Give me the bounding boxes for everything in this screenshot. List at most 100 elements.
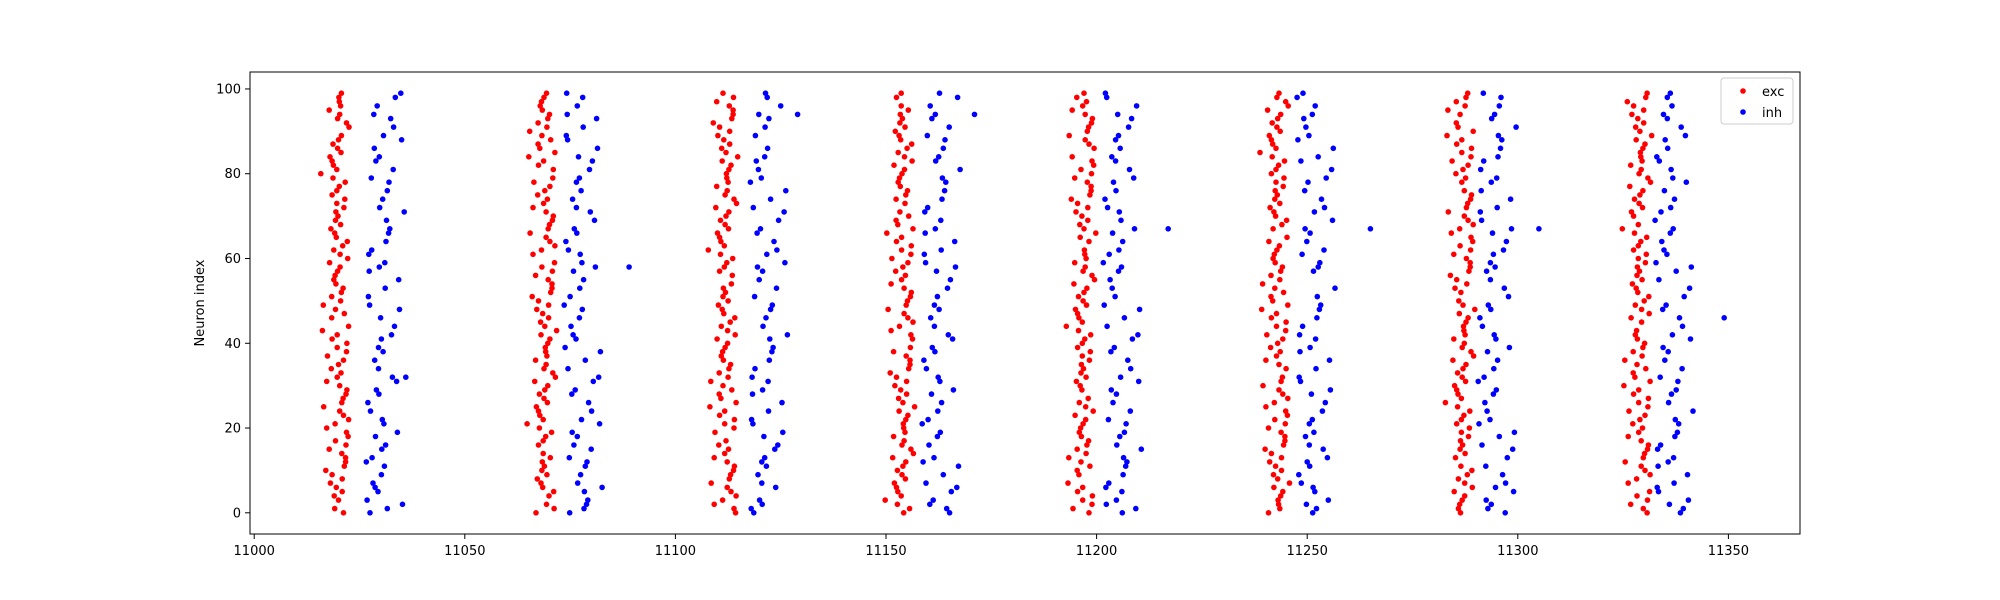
exc-spike <box>545 302 552 308</box>
exc-spike <box>539 132 545 139</box>
exc-spike <box>895 149 901 156</box>
exc-spike <box>716 124 723 130</box>
exc-spike <box>1640 344 1646 351</box>
exc-spike <box>895 395 902 402</box>
exc-spike <box>1639 158 1645 164</box>
exc-spike <box>1638 166 1644 173</box>
inh-spike <box>748 505 754 512</box>
exc-spike <box>1068 196 1075 202</box>
inh-spike <box>383 238 389 245</box>
inh-spike <box>940 145 947 152</box>
inh-spike <box>1677 510 1684 516</box>
exc-spike <box>326 259 333 266</box>
inh-spike <box>1325 497 1332 503</box>
inh-spike <box>1317 302 1324 308</box>
exc-spike <box>1451 382 1458 389</box>
inh-spike <box>1303 501 1310 508</box>
exc-spike <box>1282 421 1289 427</box>
inh-spike <box>1109 230 1116 236</box>
exc-spike <box>909 336 916 342</box>
inh-spike <box>1687 336 1694 342</box>
exc-spike <box>1632 302 1639 308</box>
exc-spike <box>1644 497 1651 503</box>
exc-spike <box>1075 293 1082 300</box>
exc-spike <box>1470 128 1476 135</box>
inh-spike <box>775 442 781 448</box>
exc-spike <box>718 353 725 359</box>
exc-spike <box>1274 340 1281 347</box>
exc-spike <box>1072 412 1078 419</box>
exc-spike <box>713 204 719 211</box>
exc-spike <box>320 404 327 410</box>
exc-spike <box>1084 179 1091 185</box>
exc-spike <box>532 357 539 364</box>
x-tick-label: 11050 <box>444 544 485 559</box>
exc-spike <box>1079 353 1086 359</box>
inh-spike <box>378 336 385 342</box>
inh-spike <box>1670 175 1676 181</box>
inh-spike <box>934 293 941 300</box>
exc-spike <box>1637 128 1643 135</box>
inh-spike <box>582 357 589 364</box>
exc-spike <box>1454 370 1461 376</box>
inh-spike <box>937 429 944 436</box>
exc-spike <box>713 98 720 105</box>
inh-spike <box>759 501 765 508</box>
exc-spike <box>1069 107 1075 113</box>
exc-spike <box>1073 209 1079 215</box>
inh-spike <box>759 268 766 275</box>
inh-spike <box>1306 442 1313 448</box>
exc-spike <box>1460 365 1466 372</box>
exc-spike <box>1081 226 1087 232</box>
inh-spike <box>1306 463 1313 470</box>
inh-spike <box>1657 442 1664 448</box>
legend: exc inh <box>1720 77 1794 125</box>
inh-spike <box>943 179 949 185</box>
inh-spike <box>922 209 928 215</box>
exc-spike <box>547 183 553 190</box>
exc-spike <box>1639 276 1645 283</box>
exc-spike <box>900 425 907 431</box>
exc-spike <box>903 459 909 465</box>
exc-spike <box>545 382 551 389</box>
inh-spike <box>1315 264 1321 270</box>
exc-spike <box>899 442 905 448</box>
plot-frame <box>249 71 1801 535</box>
exc-spike <box>1632 332 1639 338</box>
exc-spike <box>1079 387 1085 393</box>
exc-spike <box>1076 429 1083 436</box>
exc-spike <box>547 238 553 245</box>
exc-spike <box>1635 115 1641 122</box>
exc-spike <box>542 387 548 393</box>
exc-spike <box>1464 471 1471 478</box>
exc-spike <box>1074 446 1080 453</box>
exc-spike <box>1285 103 1291 109</box>
inh-spike <box>379 446 385 453</box>
exc-spike <box>541 395 547 402</box>
exc-spike <box>1284 234 1290 241</box>
exc-spike <box>908 251 914 258</box>
inh-spike <box>780 429 786 436</box>
exc-spike <box>1257 149 1263 156</box>
inh-spike <box>944 285 951 292</box>
exc-spike <box>911 404 918 410</box>
inh-spike <box>750 204 757 211</box>
inh-spike <box>1670 226 1676 232</box>
exc-spike <box>1065 480 1071 486</box>
exc-spike <box>328 365 335 372</box>
exc-spike <box>1643 365 1649 372</box>
exc-spike <box>342 459 349 465</box>
exc-spike <box>724 327 731 334</box>
exc-spike <box>538 332 544 338</box>
exc-spike <box>905 213 912 219</box>
exc-spike <box>1063 323 1070 330</box>
inh-spike <box>1485 302 1492 308</box>
inh-spike <box>1503 238 1510 245</box>
exc-spike <box>1467 264 1473 270</box>
exc-spike <box>1277 268 1284 275</box>
exc-spike <box>900 399 906 406</box>
exc-spike <box>1078 166 1084 173</box>
inh-spike <box>577 251 583 258</box>
y-tick-label: 40 <box>224 337 241 352</box>
exc-spike <box>1272 463 1279 470</box>
